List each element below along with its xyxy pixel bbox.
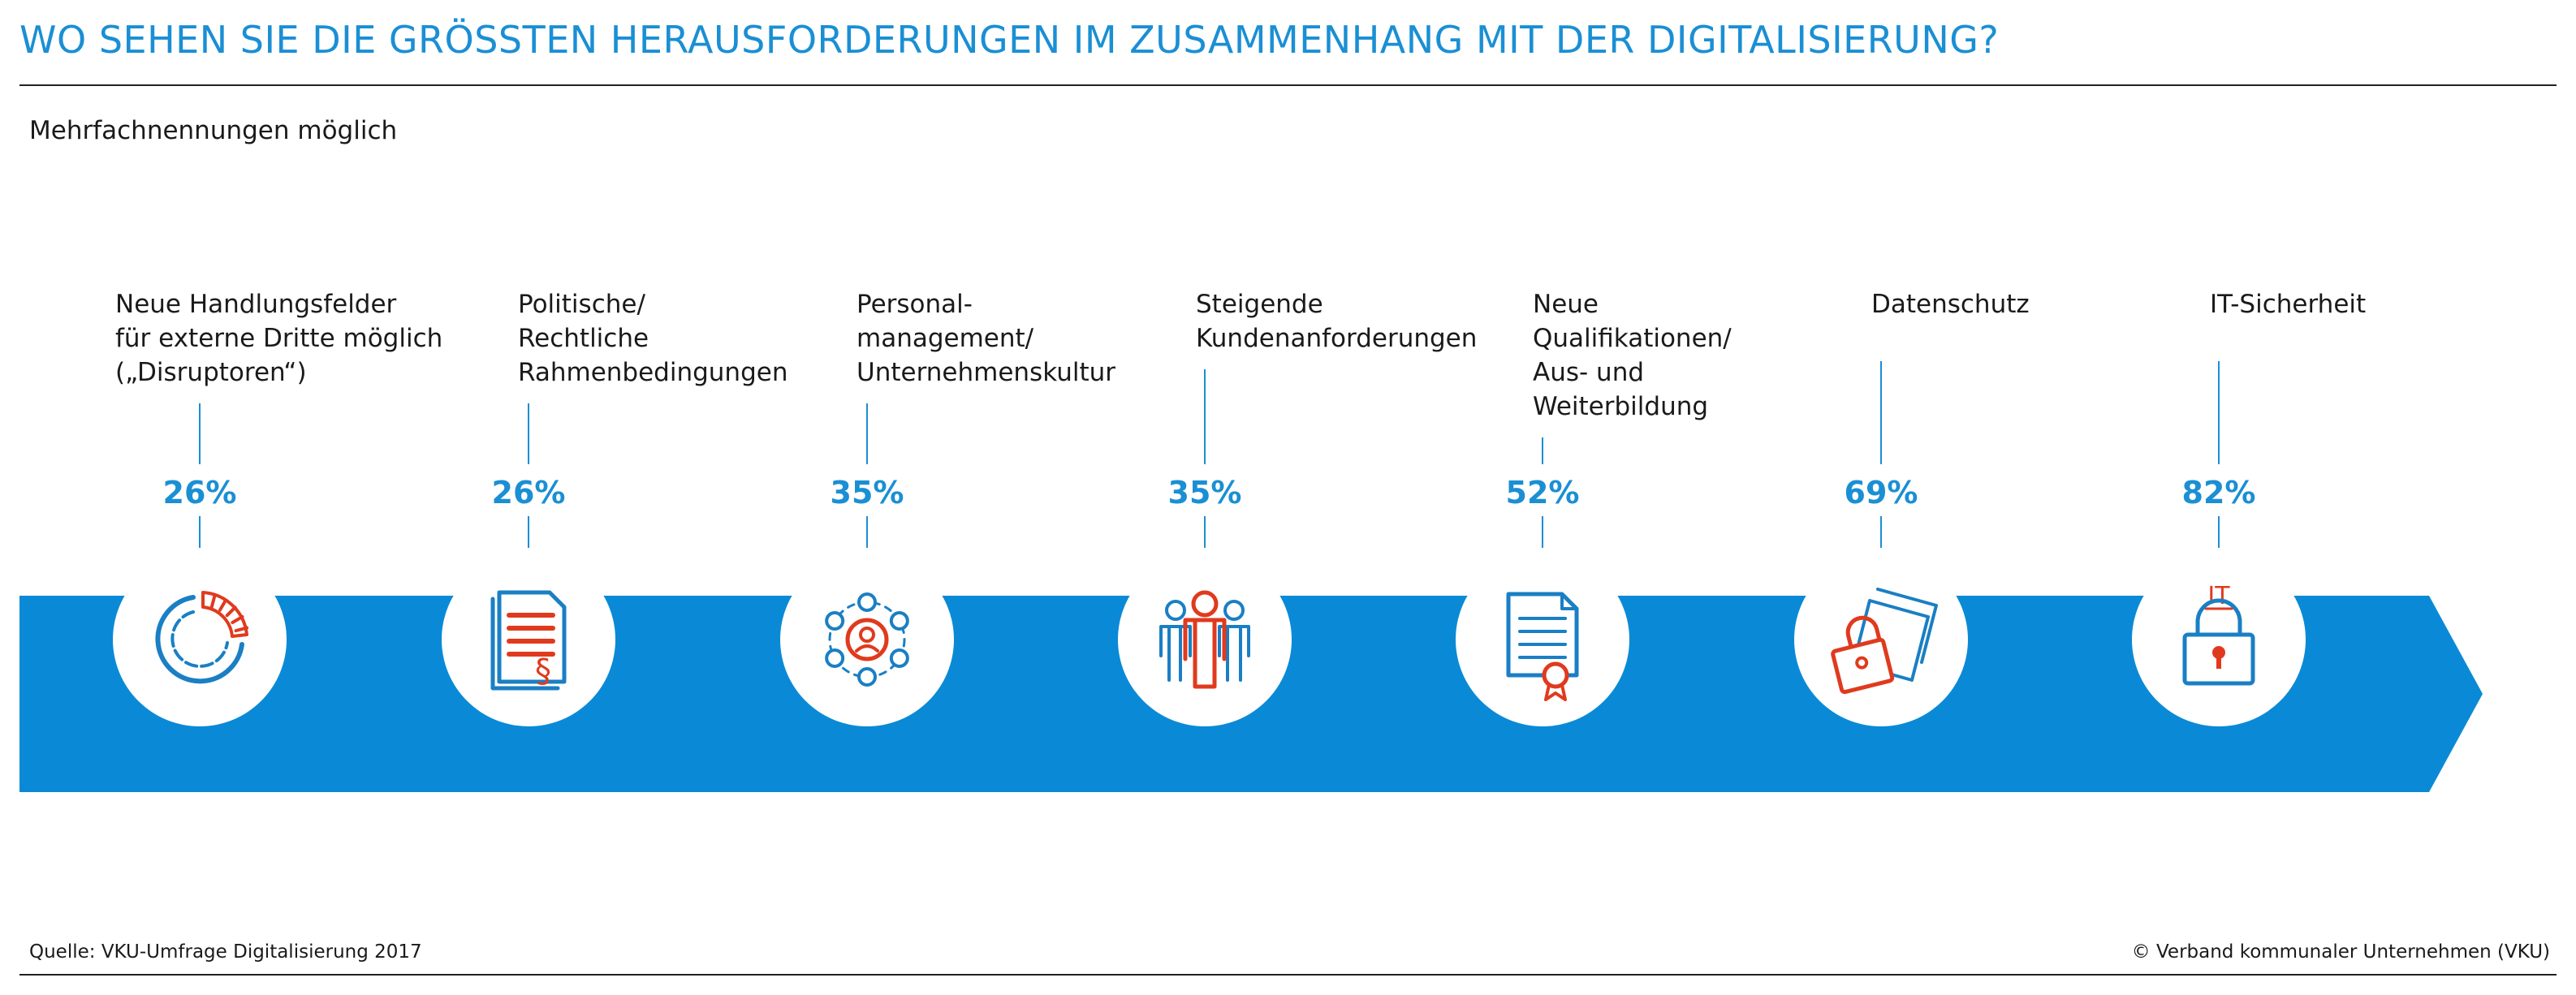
chart-item: Datenschutz 69%: [1794, 290, 2030, 726]
icon-circle: [113, 553, 287, 726]
page-title: WO SEHEN SIE DIE GRÖSSTEN HERAUSFORDERUN…: [19, 18, 2000, 62]
category-label: Kundenanforderungen: [1196, 324, 1477, 353]
category-label: Unternehmenskultur: [857, 358, 1115, 387]
category-label: („Disruptoren“): [115, 358, 307, 387]
category-label: Neue Handlungsfelder: [115, 290, 397, 319]
value-label: 26%: [492, 475, 566, 510]
category-label: Rahmenbedingungen: [518, 358, 787, 387]
value-label: 35%: [1168, 475, 1242, 510]
chart-item: Personal-management/Unternehmenskultur 35…: [780, 290, 1115, 726]
category-label: Rechtliche: [518, 324, 649, 353]
chart-item: Politische/Rechtliche Rahmenbedingungen 26…: [442, 290, 787, 726]
category-label: management/: [857, 324, 1034, 353]
padlock-documents-icon: [1831, 588, 1938, 695]
value-label: 69%: [1845, 475, 1918, 510]
value-label: 35%: [831, 475, 904, 510]
icon-circle: [2132, 553, 2306, 726]
people-network-icon: [825, 592, 909, 687]
chart-item: Neue Handlungsfelder für externe Dritte m…: [113, 290, 442, 726]
chart-item: Neue Qualifikationen/Aus- und Weiterbildun…: [1456, 290, 1732, 726]
category-label: Qualifikationen/: [1533, 324, 1732, 353]
chart-subtitle: Mehrfachnennungen möglich: [29, 116, 398, 145]
icon-circle: [1118, 553, 1292, 726]
chart-item: Steigende Kundenanforderungen 35%: [1118, 290, 1477, 726]
value-label: 82%: [2182, 475, 2256, 510]
title-divider: [19, 84, 2557, 86]
legal-document-icon: §: [490, 590, 567, 691]
icon-circle: [1456, 553, 1629, 726]
category-label: Weiterbildung: [1533, 392, 1708, 421]
certificate-icon: [1506, 592, 1579, 701]
footer-divider: [19, 974, 2557, 976]
category-label: Datenschutz: [1871, 290, 2030, 319]
chart-item: IT-Sicherheit 82% IT: [2132, 290, 2366, 726]
value-label: 26%: [163, 475, 237, 510]
category-label: Steigende: [1196, 290, 1323, 319]
it-badge: IT: [2207, 582, 2230, 610]
chart-items: Neue Handlungsfelder für externe Dritte m…: [113, 290, 2366, 726]
category-label: Personal-: [857, 290, 973, 319]
category-label: IT-Sicherheit: [2210, 290, 2366, 319]
category-label: Aus- und: [1533, 358, 1644, 387]
customer-group-icon: [1159, 590, 1250, 689]
donut-chart-icon: [155, 591, 249, 684]
it-lock-icon: IT: [2182, 582, 2255, 686]
value-label: 52%: [1506, 475, 1580, 510]
paragraph-glyph: §: [535, 653, 551, 690]
category-label: Politische/: [518, 290, 645, 319]
copyright-note: © Verband kommunaler Unternehmen (VKU): [2131, 941, 2550, 963]
category-label: Neue: [1533, 290, 1599, 319]
source-note: Quelle: VKU-Umfrage Digitalisierung 2017: [29, 941, 422, 963]
category-label: für externe Dritte möglich: [115, 324, 442, 353]
